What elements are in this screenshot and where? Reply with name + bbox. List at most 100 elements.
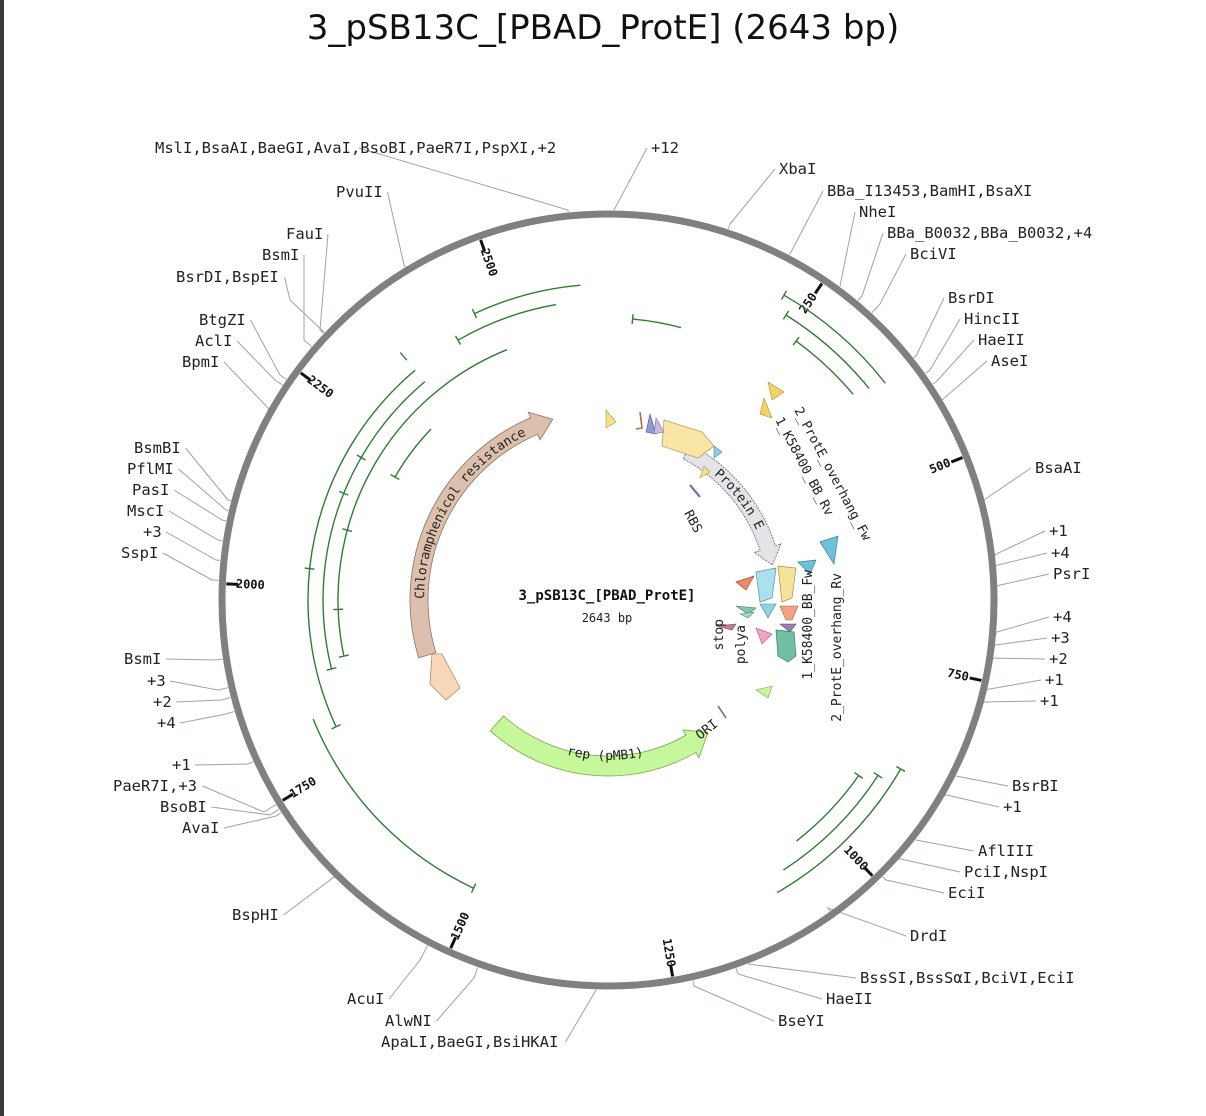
- primer-annotation-2-prote-overhang-fw[interactable]: [767, 381, 785, 401]
- restriction-site-label[interactable]: +1: [1045, 671, 1064, 689]
- restriction-site-label[interactable]: BsmI: [124, 650, 161, 668]
- small-feature[interactable]: [715, 623, 737, 631]
- small-feature[interactable]: [645, 412, 657, 435]
- restriction-site-label[interactable]: PsrI: [1053, 565, 1090, 583]
- small-feature[interactable]: [605, 409, 617, 429]
- restriction-site-label[interactable]: BsrBI: [1012, 777, 1059, 795]
- restriction-site-label[interactable]: +12: [651, 139, 679, 157]
- small-feature[interactable]: [635, 411, 643, 430]
- small-feature[interactable]: [777, 565, 797, 603]
- small-feature[interactable]: [797, 559, 817, 575]
- primer-arc[interactable]: [457, 303, 557, 341]
- chloramphenicol-resistance-feature[interactable]: [409, 411, 554, 659]
- restriction-site-label[interactable]: SspI: [121, 544, 158, 562]
- small-feature[interactable]: [755, 685, 773, 699]
- restriction-site-label[interactable]: +1: [172, 756, 191, 774]
- restriction-site-label[interactable]: BsrDI: [948, 289, 995, 307]
- primer-arc[interactable]: [783, 294, 886, 384]
- restriction-site-label[interactable]: MslI,BsaAI,BaeGI,AvaI,BsoBI,PaeR7I,PspXI…: [155, 139, 556, 157]
- primer-arc[interactable]: [322, 381, 426, 670]
- restriction-site-label[interactable]: BspHI: [232, 906, 279, 924]
- plasmid-length: 2643 bp: [582, 611, 633, 625]
- restriction-site-label[interactable]: PaeR7I,+3: [113, 777, 197, 795]
- primer-arc[interactable]: [783, 775, 879, 871]
- small-feature[interactable]: [779, 605, 799, 621]
- restriction-site-label[interactable]: AlwNI: [385, 1012, 432, 1030]
- small-feature[interactable]: [739, 611, 755, 619]
- primer-annotation-1-k58400-bb-rv[interactable]: [759, 397, 773, 419]
- restriction-site-label[interactable]: AcuI: [347, 990, 384, 1008]
- primer-arc[interactable]: [632, 318, 682, 329]
- small-feature[interactable]: [759, 603, 777, 619]
- restriction-site-label[interactable]: HaeII: [826, 990, 873, 1008]
- restriction-site-label[interactable]: +4: [1053, 608, 1072, 626]
- restriction-site-label[interactable]: BsoBI: [160, 798, 207, 816]
- small-feature[interactable]: [429, 653, 461, 701]
- ori-feature[interactable]: [717, 705, 727, 719]
- restriction-site-label[interactable]: BsrDI,BspEI: [176, 268, 279, 286]
- restriction-site-label[interactable]: BBa_I13453,BamHI,BsaXI: [827, 182, 1032, 200]
- primer-arc[interactable]: [474, 284, 581, 315]
- primer-mark: [356, 454, 366, 461]
- restriction-site-label[interactable]: AflIII: [978, 842, 1034, 860]
- rbs-feature[interactable]: [689, 484, 701, 498]
- restriction-site-label[interactable]: AclI: [195, 332, 232, 350]
- primer-arc[interactable]: [337, 349, 508, 657]
- primer-arc[interactable]: [795, 775, 860, 842]
- restriction-site-label[interactable]: BBa_B0032,BBa_B0032,+4: [887, 224, 1092, 242]
- restriction-site-label[interactable]: BssSI,BssSαI,BciVI,EciI: [860, 969, 1075, 987]
- restriction-site-label[interactable]: PvuII: [336, 183, 383, 201]
- restriction-site-label[interactable]: BpmI: [182, 353, 219, 371]
- restriction-site-label[interactable]: MscI: [127, 502, 164, 520]
- restriction-site-label[interactable]: AvaI: [182, 819, 219, 837]
- restriction-site-label[interactable]: +4: [157, 714, 176, 732]
- small-feature[interactable]: [699, 465, 711, 479]
- primer-arc[interactable]: [776, 768, 902, 894]
- restriction-site-label[interactable]: FauI: [286, 225, 323, 243]
- restriction-site-label[interactable]: BsmBI: [134, 439, 181, 457]
- restriction-site-label[interactable]: PasI: [132, 481, 169, 499]
- restriction-site-label[interactable]: BsaAI: [1035, 459, 1082, 477]
- small-feature[interactable]: [713, 445, 723, 459]
- primer-arc[interactable]: [394, 428, 432, 478]
- restriction-site-label[interactable]: HaeII: [978, 331, 1025, 349]
- tick-mark: [969, 676, 982, 682]
- protein-e-feature[interactable]: [682, 444, 782, 566]
- restriction-site-label[interactable]: PflMI: [127, 460, 174, 478]
- restriction-site-label[interactable]: BtgZI: [199, 311, 246, 329]
- restriction-site-label[interactable]: BciVI: [910, 245, 957, 263]
- small-feature[interactable]: [653, 417, 665, 435]
- primer-arc[interactable]: [795, 340, 854, 395]
- primer-arc[interactable]: [785, 314, 870, 389]
- restriction-site-label[interactable]: +3: [147, 672, 166, 690]
- restriction-site-label[interactable]: NheI: [859, 203, 896, 221]
- small-feature[interactable]: [755, 567, 777, 603]
- restriction-site-label[interactable]: BseYI: [778, 1012, 825, 1030]
- small-feature[interactable]: [735, 605, 757, 615]
- primer-annotation-2-prote-overhang-rv[interactable]: [775, 629, 797, 663]
- promoter-feature[interactable]: [661, 419, 715, 459]
- rep-pmb1-feature[interactable]: [489, 715, 709, 777]
- restriction-site-label[interactable]: +3: [143, 523, 162, 541]
- restriction-site-label[interactable]: +1: [1049, 522, 1068, 540]
- small-feature[interactable]: [755, 627, 773, 645]
- restriction-site-label[interactable]: +3: [1051, 629, 1070, 647]
- restriction-site-label[interactable]: AseI: [991, 352, 1028, 370]
- small-feature[interactable]: [779, 623, 797, 633]
- restriction-site-label[interactable]: DrdI: [910, 927, 947, 945]
- restriction-site-label[interactable]: +2: [1049, 650, 1068, 668]
- restriction-site-label[interactable]: EciI: [948, 884, 985, 902]
- restriction-site-label[interactable]: PciI,NspI: [964, 863, 1048, 881]
- primer-arc[interactable]: [312, 718, 474, 889]
- restriction-site-label[interactable]: +1: [1040, 692, 1059, 710]
- small-feature[interactable]: [819, 535, 839, 565]
- small-feature[interactable]: [735, 575, 755, 591]
- primer-arc[interactable]: [307, 369, 416, 728]
- restriction-site-label[interactable]: HincII: [964, 310, 1020, 328]
- restriction-site-label[interactable]: +1: [1003, 798, 1022, 816]
- restriction-site-label[interactable]: ApaLI,BaeGI,BsiHKAI: [381, 1033, 558, 1051]
- restriction-site-label[interactable]: BsmI: [262, 246, 299, 264]
- restriction-site-label[interactable]: XbaI: [779, 160, 816, 178]
- restriction-site-label[interactable]: +4: [1051, 544, 1070, 562]
- restriction-site-label[interactable]: +2: [153, 693, 172, 711]
